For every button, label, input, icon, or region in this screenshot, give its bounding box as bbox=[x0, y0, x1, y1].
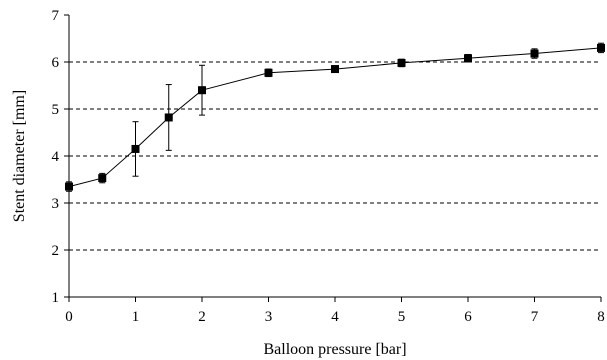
x-axis-label: Balloon pressure [bar] bbox=[263, 341, 406, 358]
data-point bbox=[131, 144, 140, 153]
x-tick-label: 2 bbox=[198, 309, 206, 325]
x-tick-label: 0 bbox=[65, 309, 73, 325]
data-point bbox=[65, 182, 73, 191]
y-tick-label: 7 bbox=[52, 8, 60, 24]
y-tick-label: 5 bbox=[52, 102, 60, 118]
y-axis-label: Stent diameter [mm] bbox=[11, 90, 28, 222]
x-tick-label: 6 bbox=[464, 309, 472, 325]
y-tick-label: 2 bbox=[52, 243, 60, 259]
data-point bbox=[331, 65, 339, 74]
data-point bbox=[98, 174, 107, 183]
axes bbox=[64, 14, 602, 302]
gridlines bbox=[69, 61, 601, 251]
x-tick-label: 8 bbox=[597, 309, 605, 325]
data-point bbox=[264, 68, 273, 77]
data-markers bbox=[65, 43, 605, 191]
y-tick-label: 3 bbox=[52, 196, 60, 212]
data-point bbox=[464, 54, 472, 63]
data-point bbox=[597, 43, 605, 52]
x-tick-label: 5 bbox=[398, 309, 406, 325]
data-point bbox=[198, 86, 206, 95]
y-tick-label: 1 bbox=[52, 290, 60, 306]
y-tick-label: 6 bbox=[52, 55, 60, 71]
data-point bbox=[530, 49, 539, 58]
x-tick-label: 7 bbox=[531, 309, 539, 325]
x-tick-label: 4 bbox=[331, 309, 339, 325]
x-tick-label: 3 bbox=[265, 309, 273, 325]
data-point bbox=[397, 58, 406, 67]
x-tick-label: 1 bbox=[132, 309, 140, 325]
y-tick-label: 4 bbox=[52, 149, 60, 165]
data-point bbox=[164, 113, 173, 122]
